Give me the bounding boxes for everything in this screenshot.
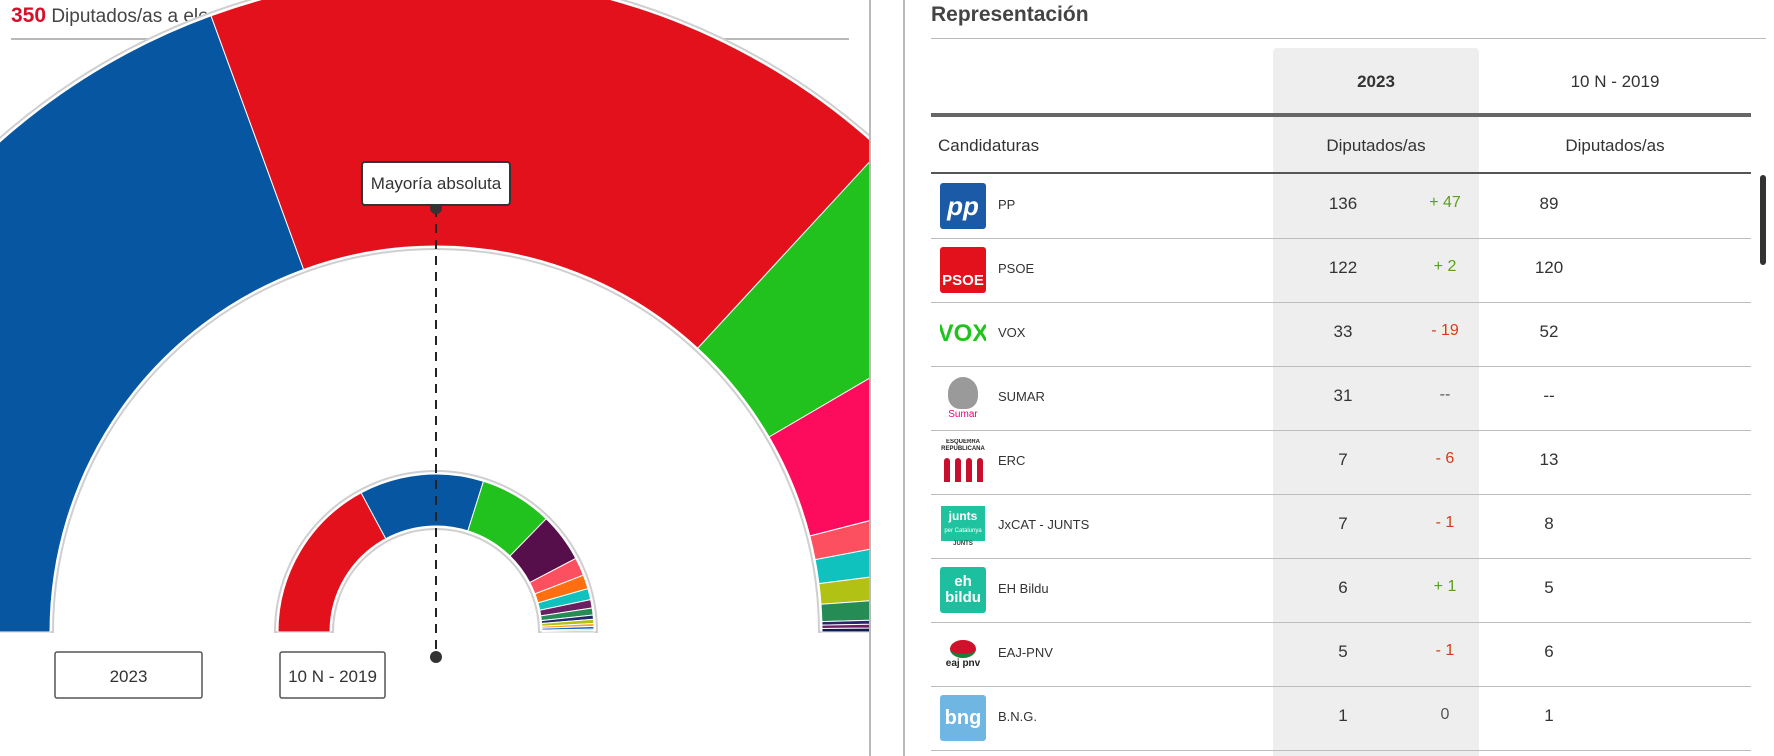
highlight-column-2023 <box>1273 48 1479 756</box>
vox-logo-text: VOX <box>940 320 986 347</box>
bildu-logo-text: eh bildu <box>945 573 981 606</box>
bng-logo-icon: bng <box>940 695 986 741</box>
scrollbar-thumb[interactable] <box>1760 175 1766 265</box>
seats-change: -- <box>1439 386 1451 403</box>
party-name: PSOE <box>998 261 1035 276</box>
seats-change: - 6 <box>1435 450 1455 467</box>
panel-divider <box>869 0 871 756</box>
party-name: ERC <box>998 453 1026 468</box>
sub-header-seats-2019: Diputados/as <box>1565 136 1665 155</box>
col-header-2019[interactable]: 10 N - 2019 <box>1570 72 1660 91</box>
table-row-pnv[interactable]: eaj pnv EAJ-PNV 5 - 1 6 <box>931 622 1751 687</box>
sub-header-rule <box>931 172 1751 174</box>
psoe-logo-icon: PSOE <box>940 247 986 293</box>
party-name: SUMAR <box>998 389 1045 404</box>
pp-logo-text: pp <box>947 190 979 221</box>
seat-segment-0-1[interactable] <box>210 0 870 349</box>
sub-header-seats-2023: Diputados/as <box>1326 136 1426 155</box>
total-seats-number: 350 <box>11 4 47 27</box>
seats-2023: 33 <box>1333 322 1353 341</box>
seats-2019: 5 <box>1544 578 1554 597</box>
seats-2023: 1 <box>1338 706 1348 725</box>
seats-2023: 31 <box>1333 386 1353 405</box>
seats-change: + 2 <box>1433 258 1457 275</box>
seats-change: + 47 <box>1429 194 1461 211</box>
seats-2023: 136 <box>1328 194 1358 213</box>
seat-segment-0-3[interactable] <box>768 301 870 537</box>
parliament-semicircle-chart: Mayoría absoluta 2023 10 N - 2019 <box>0 0 870 699</box>
table-row-erc[interactable]: ESQUERRA REPUBLICANA ERC 7 - 6 13 <box>931 430 1751 495</box>
table-row-junts[interactable]: junts per Catalunya JUNTS JxCAT - JUNTS 7 - 1… <box>931 494 1751 559</box>
bng-logo-text: bng <box>944 706 982 729</box>
junts-logo-subtext: per Catalunya <box>944 527 982 534</box>
seats-2019: 6 <box>1544 642 1554 661</box>
majority-bottom-dot <box>430 651 442 663</box>
party-name: B.N.G. <box>998 709 1038 724</box>
junts-logo-icon: junts per Catalunya JUNTS <box>940 503 986 549</box>
pnv-logo-icon: eaj pnv <box>940 631 986 677</box>
seat-segment-0-2[interactable] <box>696 150 870 438</box>
seat-segment-1-14[interactable] <box>541 630 595 633</box>
table-row-sumar[interactable]: Sumar SUMAR 31 -- -- <box>931 366 1751 431</box>
seats-change: 0 <box>1440 706 1450 723</box>
legend-label-0: 2023 <box>110 667 148 686</box>
seats-change: + 1 <box>1433 578 1457 595</box>
table-row-vox[interactable]: VOX VOX 33 - 19 52 <box>931 302 1751 367</box>
table-title: Representación <box>931 3 1089 26</box>
bildu-logo-icon: eh bildu <box>940 567 986 613</box>
table-row-bng[interactable]: bng B.N.G. 1 0 1 <box>931 686 1751 751</box>
parliament-chart-panel: 350 Diputados/as a elegir Mayoría absolu… <box>0 0 870 756</box>
seats-2019: 89 <box>1539 194 1559 213</box>
sub-header-party: Candidaturas <box>938 136 1040 155</box>
panel-divider-2 <box>903 0 905 756</box>
seats-change: - 1 <box>1435 514 1455 531</box>
table-title-divider <box>931 38 1766 39</box>
party-name: PP <box>998 197 1016 212</box>
seats-2023: 6 <box>1338 578 1348 597</box>
legend-0[interactable] <box>54 651 203 699</box>
seats-2023: 7 <box>1338 514 1348 533</box>
seats-change: - 1 <box>1435 642 1455 659</box>
seats-2019: 1 <box>1544 706 1554 725</box>
erc-logo-icon: ESQUERRA REPUBLICANA <box>940 439 986 485</box>
seats-2023: 5 <box>1338 642 1348 661</box>
party-name: JxCAT - JUNTS <box>998 517 1090 532</box>
seats-2023: 7 <box>1338 450 1348 469</box>
seats-2023: 122 <box>1328 258 1358 277</box>
col-header-2023[interactable]: 2023 <box>1357 72 1395 91</box>
legend-label-1: 10 N - 2019 <box>288 667 377 686</box>
seat-segment-0-0[interactable] <box>0 15 305 633</box>
legend-1[interactable] <box>279 651 386 699</box>
party-name: VOX <box>998 325 1026 340</box>
table-row-pp[interactable]: pp PP 136 + 47 89 <box>931 174 1751 239</box>
seats-2019: 120 <box>1534 258 1564 277</box>
table-row-psoe[interactable]: PSOE PSOE 122 + 2 120 <box>931 238 1751 303</box>
seats-2019: 8 <box>1544 514 1554 533</box>
vox-logo-icon: VOX <box>940 311 986 357</box>
psoe-logo-text: PSOE <box>942 272 984 289</box>
seats-2019: 52 <box>1539 322 1559 341</box>
junts-logo-text: junts <box>948 508 978 523</box>
pnv-logo-text: eaj pnv <box>945 657 981 669</box>
seats-change: - 19 <box>1431 322 1459 339</box>
erc-logo-text: ESQUERRA REPUBLICANA <box>941 439 985 452</box>
table-row-bildu[interactable]: eh bildu EH Bildu 6 + 1 5 <box>931 558 1751 623</box>
party-name: EH Bildu <box>998 581 1049 596</box>
seats-2019: -- <box>1543 386 1555 405</box>
majority-label-box <box>361 161 511 206</box>
junts-logo-foot: JUNTS <box>953 540 973 547</box>
header-thick-rule <box>931 113 1751 117</box>
majority-label: Mayoría absoluta <box>371 174 502 193</box>
party-name: EAJ-PNV <box>998 645 1053 660</box>
sumar-logo-icon: Sumar <box>940 375 986 421</box>
seat-segment-0-10[interactable] <box>821 626 870 633</box>
seats-2019: 13 <box>1539 450 1559 469</box>
pp-logo-icon: pp <box>940 183 986 229</box>
sumar-logo-text: Sumar <box>948 408 978 420</box>
